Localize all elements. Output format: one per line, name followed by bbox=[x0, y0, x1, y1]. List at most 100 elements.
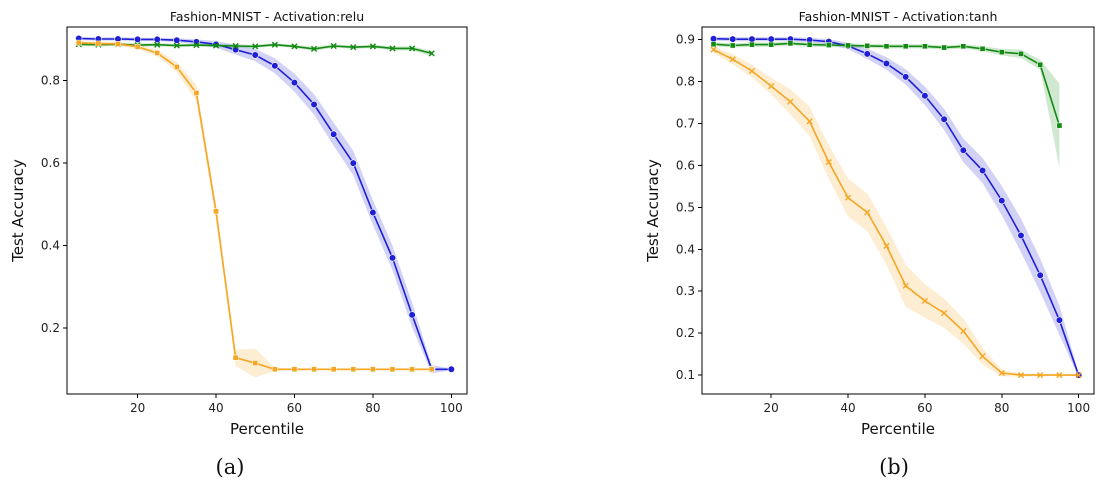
data-point bbox=[290, 79, 299, 87]
x-tick-label: 60 bbox=[917, 401, 932, 415]
data-point bbox=[154, 50, 161, 56]
y-axis-label: Test Accuracy bbox=[9, 159, 27, 263]
chart-title: Fashion-MNIST - Activation:relu bbox=[170, 9, 364, 24]
y-tick-label: 0.8 bbox=[41, 74, 60, 88]
data-point bbox=[291, 43, 298, 50]
data-point bbox=[409, 45, 416, 52]
data-point bbox=[729, 35, 737, 43]
data-point bbox=[252, 360, 259, 366]
data-point bbox=[787, 98, 794, 105]
x-tick-label: 80 bbox=[994, 401, 1009, 415]
plot-frame bbox=[66, 26, 468, 395]
x-tick-label: 100 bbox=[440, 401, 463, 415]
y-tick-label: 0.3 bbox=[676, 284, 695, 298]
y-tick-label: 0.5 bbox=[676, 200, 695, 214]
data-point bbox=[251, 51, 259, 59]
data-point bbox=[921, 92, 929, 100]
data-point bbox=[369, 208, 377, 217]
data-point bbox=[173, 64, 180, 70]
y-tick-label: 0.2 bbox=[676, 326, 695, 340]
y-tick-label: 0.6 bbox=[41, 156, 60, 170]
chart-a: Fashion-MNIST - Activation:relu 20 40 60 80 1… bbox=[9, 9, 468, 479]
data-point bbox=[806, 118, 813, 125]
data-point bbox=[310, 100, 318, 109]
data-point bbox=[193, 42, 200, 49]
data-point bbox=[1037, 61, 1044, 68]
x-tick-label: 40 bbox=[840, 401, 855, 415]
data-point bbox=[133, 35, 142, 43]
series-line bbox=[78, 37, 452, 371]
data-point bbox=[213, 208, 219, 215]
data-point bbox=[844, 194, 852, 201]
data-point bbox=[428, 50, 435, 57]
data-point bbox=[291, 366, 298, 373]
y-tick-label: 0.6 bbox=[676, 158, 695, 172]
subfigure-caption: (a) bbox=[216, 455, 245, 479]
data-point bbox=[710, 46, 717, 53]
data-point bbox=[825, 42, 832, 48]
data-point bbox=[330, 130, 338, 138]
data-point bbox=[998, 369, 1005, 377]
x-tick-label: 80 bbox=[365, 401, 380, 415]
data-point bbox=[310, 45, 318, 52]
data-point bbox=[978, 166, 987, 175]
data-point bbox=[428, 366, 435, 373]
x-tick-label: 20 bbox=[764, 401, 779, 415]
data-point bbox=[941, 309, 948, 317]
series-line bbox=[713, 48, 1079, 376]
data-point bbox=[959, 146, 967, 154]
y-tick-label: 0.4 bbox=[676, 242, 695, 256]
data-point bbox=[864, 43, 871, 49]
data-point bbox=[134, 43, 141, 50]
data-point bbox=[271, 62, 279, 70]
data-point bbox=[115, 41, 121, 47]
data-point bbox=[768, 41, 775, 48]
confidence-band bbox=[78, 36, 452, 374]
data-point bbox=[173, 42, 180, 49]
data-point bbox=[271, 41, 278, 48]
data-point bbox=[998, 49, 1005, 56]
data-point bbox=[883, 242, 890, 250]
data-point bbox=[369, 43, 376, 50]
data-point bbox=[710, 41, 717, 48]
data-point bbox=[825, 158, 832, 166]
series-blue bbox=[75, 34, 455, 374]
data-point bbox=[922, 43, 928, 50]
data-point bbox=[252, 43, 259, 50]
data-point bbox=[921, 297, 928, 304]
data-point bbox=[389, 45, 396, 52]
data-point bbox=[709, 35, 718, 43]
series-line bbox=[78, 41, 432, 371]
plot-frame bbox=[701, 26, 1095, 395]
data-point bbox=[1056, 372, 1063, 379]
data-point bbox=[389, 366, 396, 373]
data-point bbox=[330, 42, 337, 50]
data-point bbox=[408, 311, 416, 319]
data-point bbox=[864, 209, 871, 216]
data-point bbox=[370, 366, 376, 373]
x-tick-label: 40 bbox=[208, 401, 223, 415]
chart-b: Fashion-MNIST - Activation:tanh 20 40 60 80 1… bbox=[644, 9, 1095, 479]
data-point bbox=[1018, 50, 1024, 57]
y-tick-label: 0.7 bbox=[676, 116, 695, 130]
series-orange bbox=[710, 46, 1082, 379]
data-point bbox=[1036, 271, 1044, 279]
data-point bbox=[729, 56, 736, 63]
y-axis-label: Test Accuracy bbox=[644, 159, 662, 263]
confidence-band bbox=[713, 41, 1060, 168]
data-point bbox=[749, 41, 755, 48]
data-point bbox=[883, 43, 890, 50]
data-point bbox=[902, 43, 909, 50]
data-point bbox=[232, 354, 239, 361]
confidence-band bbox=[713, 46, 1079, 377]
data-point bbox=[95, 40, 102, 47]
y-tick-label: 0.4 bbox=[41, 239, 60, 253]
data-point bbox=[1075, 372, 1082, 379]
data-point bbox=[748, 67, 756, 75]
x-tick-label: 60 bbox=[287, 401, 302, 415]
chart-title: Fashion-MNIST - Activation:tanh bbox=[799, 9, 998, 24]
x-axis-label: Percentile bbox=[230, 420, 304, 438]
data-point bbox=[153, 35, 161, 43]
data-point bbox=[447, 365, 455, 373]
